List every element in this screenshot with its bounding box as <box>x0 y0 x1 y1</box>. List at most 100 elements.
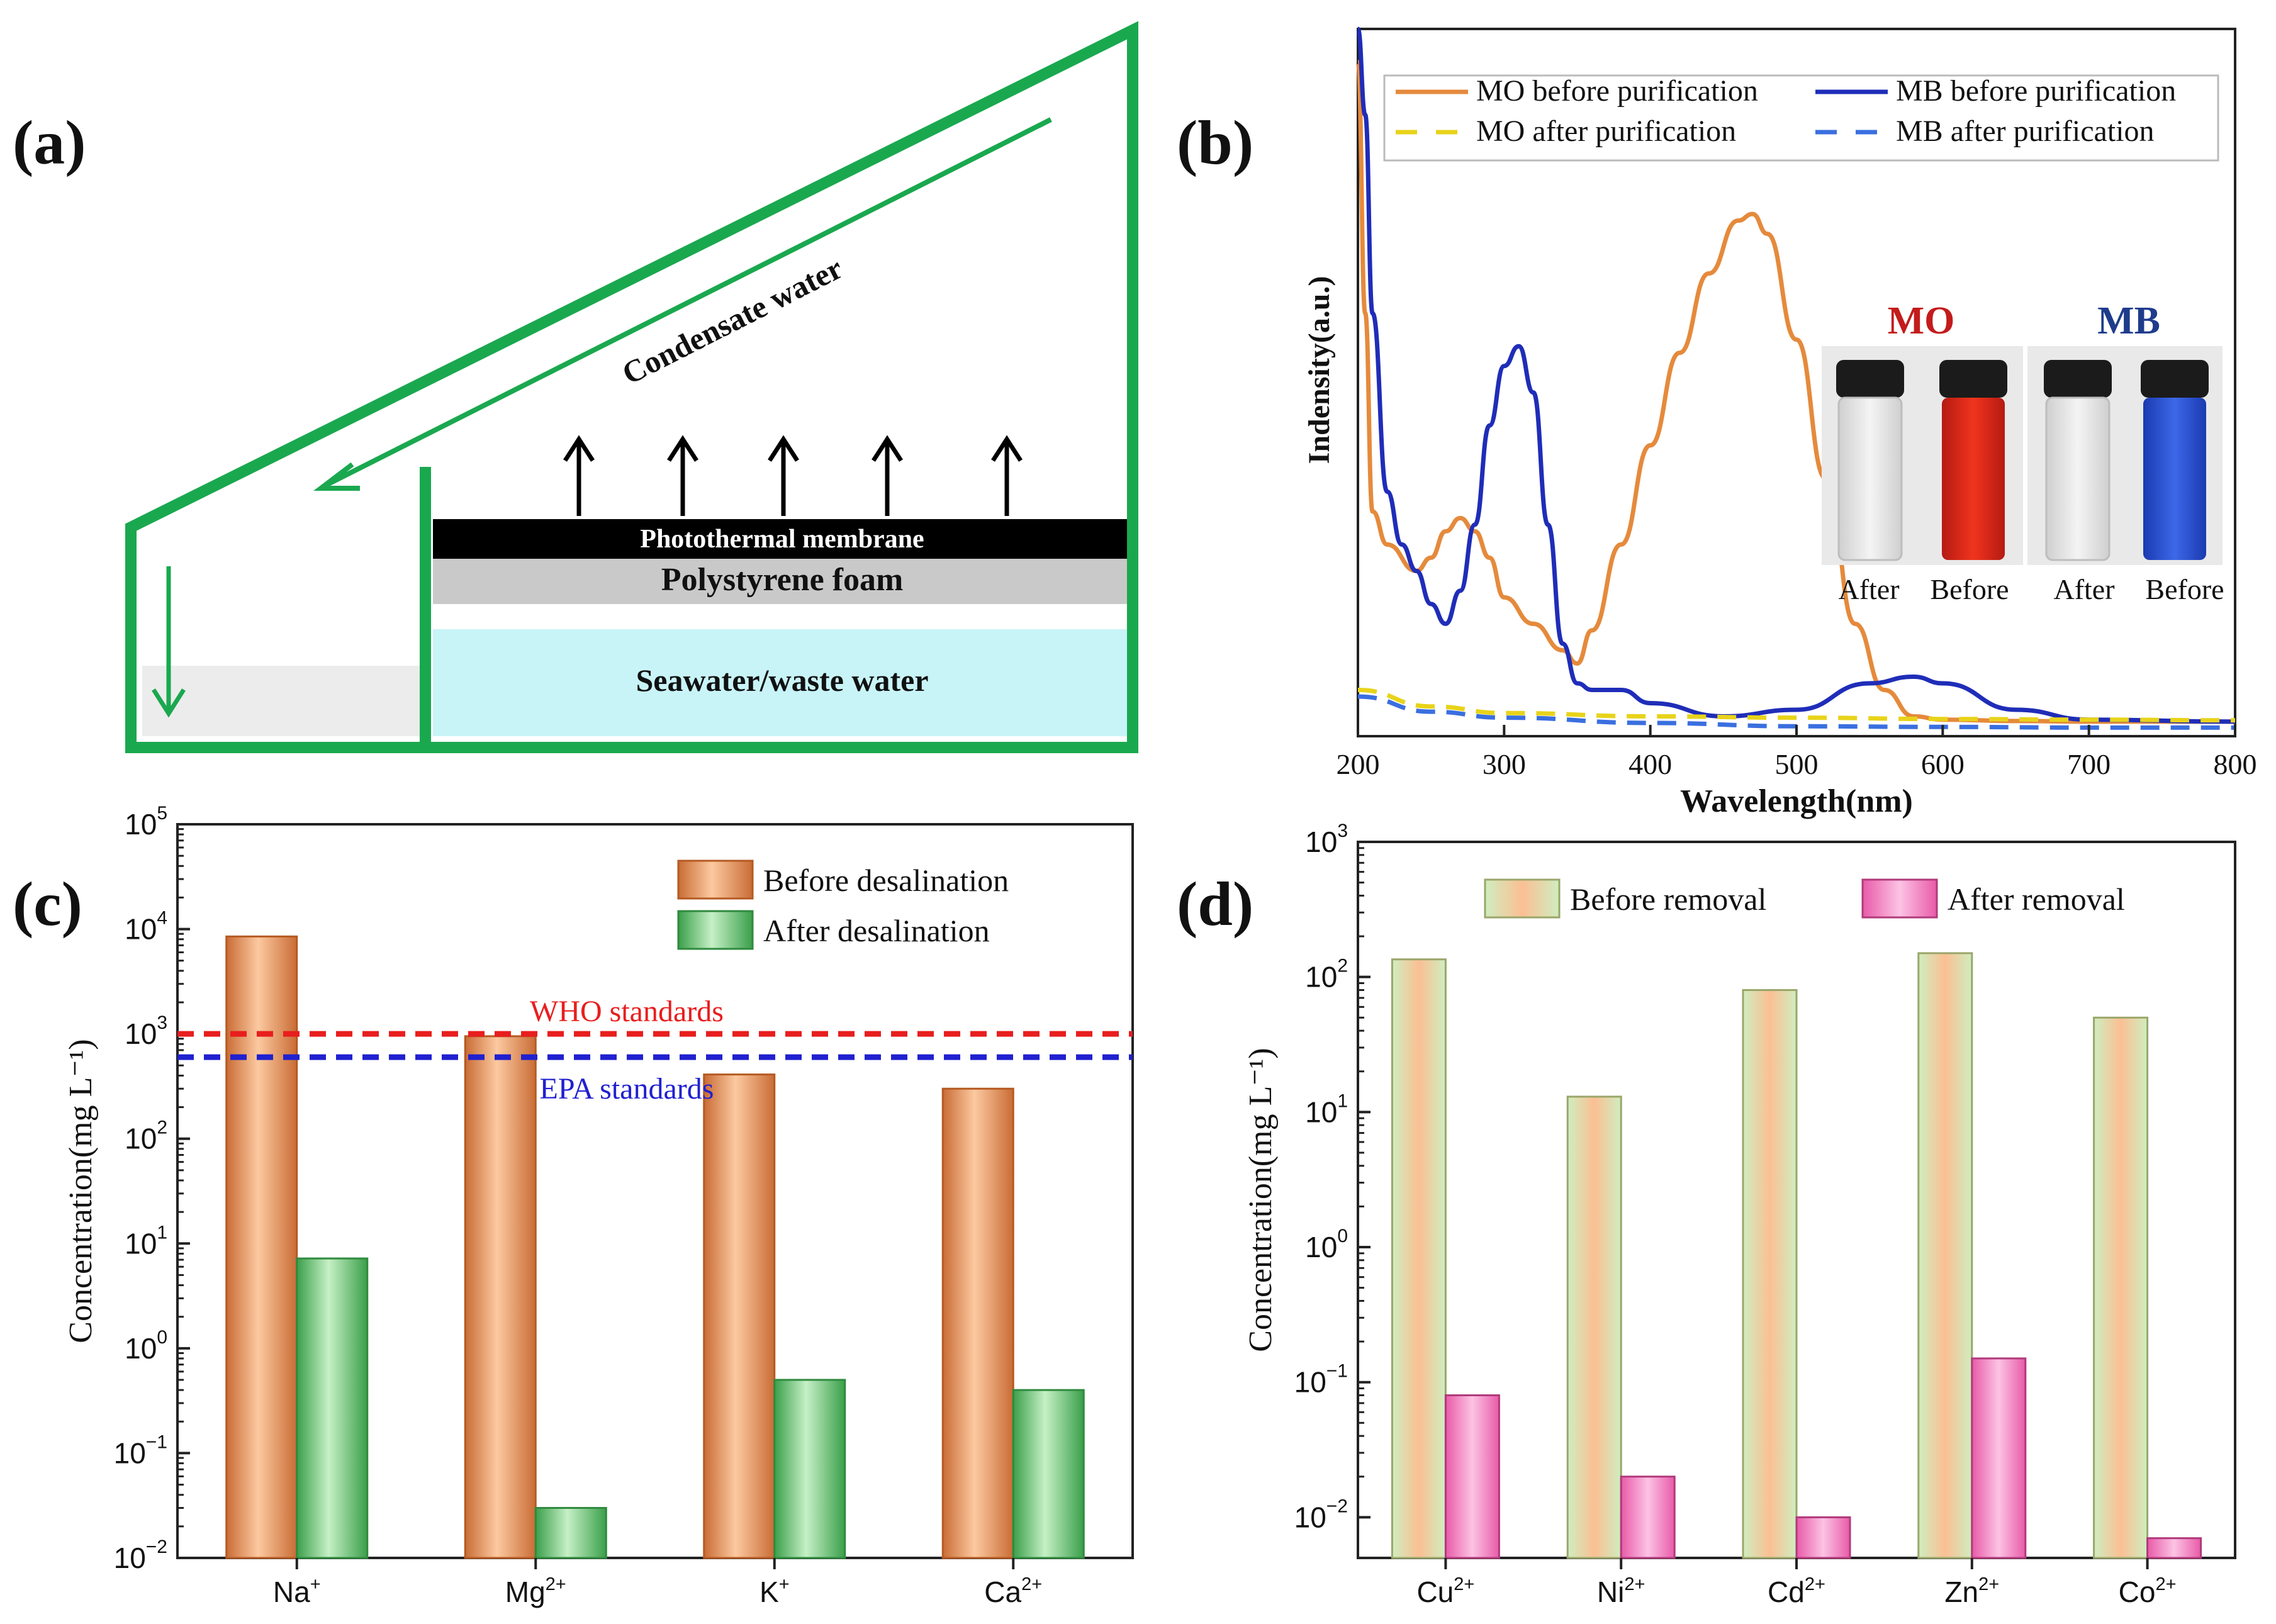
x-tick-label-ni: Ni2+ <box>1597 1574 1645 1608</box>
vapor-arrow-head-4 <box>991 435 1023 462</box>
y-tick-label-3: 100 <box>1305 1226 1348 1263</box>
y-tick-label-5: 100 <box>125 1327 167 1365</box>
x-tick-label-cu: Cu2+ <box>1416 1574 1474 1608</box>
condensate-flow-line <box>326 117 1052 487</box>
inset-mo-title: MO <box>1888 300 1955 342</box>
x-tick-label-mg: Mg2+ <box>505 1574 566 1608</box>
photothermal-membrane-label: Photothermal membrane <box>640 525 924 554</box>
y-axis-label: Concentration(mg L⁻¹) <box>63 1039 99 1343</box>
seawater-label: Seawater/waste water <box>636 663 928 698</box>
mb-after-vial <box>2045 396 2111 561</box>
y-tick-label-1: 104 <box>125 908 167 946</box>
bar-after-removal-co <box>2146 1537 2202 1559</box>
heavy-metal-plot: 103 102 101 100 10−1 10−2 Cu2+ Ni2+ Cd2+ Zn2+ Co2+… <box>1243 820 2236 1608</box>
legend-swatch-0 <box>1484 878 1561 919</box>
panel-d-label: (d) <box>1177 869 1253 939</box>
bar-after-desalination-k <box>773 1379 846 1559</box>
reference-label-who-standards: WHO standards <box>530 995 724 1028</box>
series-line-mb-after-purification <box>1357 694 2235 730</box>
bar-before-removal-zn <box>1917 952 1973 1559</box>
bar-before-removal-ni <box>1566 1095 1622 1559</box>
vapor-arrows <box>563 435 1023 516</box>
x-tick-label-na: Na+ <box>273 1574 321 1608</box>
legend-label-0: Before desalination <box>763 863 1009 898</box>
legend-label-1: After removal <box>1948 882 2125 917</box>
y-tick-label-0: 103 <box>1305 820 1348 858</box>
mo-after-vial-cap <box>1836 360 1904 398</box>
panel-a: (a) Condensate water Photothermal membra… <box>13 21 1138 753</box>
y-tick-label-2: 101 <box>1305 1090 1348 1128</box>
x-tick-label-600: 600 <box>1921 748 1965 780</box>
y-tick-label-3: 102 <box>125 1117 167 1155</box>
vapor-arrow-head-2 <box>768 435 799 462</box>
x-tick-label-800: 800 <box>2214 748 2257 780</box>
mb-before-vial-cap <box>2141 360 2209 398</box>
y-tick-label-0: 105 <box>125 803 167 841</box>
mo-after-label: After <box>1838 573 1899 605</box>
plot-frame <box>176 823 1134 1559</box>
x-tick-label-500: 500 <box>1775 748 1819 780</box>
panel-c-label: (c) <box>13 869 82 939</box>
bar-before-removal-cd <box>1742 988 1798 1559</box>
polystyrene-foam-label: Polystyrene foam <box>661 562 904 598</box>
y-tick-label-5: 10−2 <box>1294 1496 1348 1533</box>
x-tick-label-k: K+ <box>760 1574 790 1608</box>
legend-label-0: Before removal <box>1570 882 1766 917</box>
bar-before-desalination-mg <box>464 1035 537 1559</box>
bar-before-removal-co <box>2093 1016 2149 1559</box>
bar-after-desalination-ca <box>1012 1389 1085 1559</box>
y-tick-label-1: 102 <box>1305 956 1348 994</box>
bar-after-desalination-na <box>296 1257 369 1559</box>
vapor-arrow-head-0 <box>563 435 595 462</box>
bar-after-removal-cd <box>1795 1516 1851 1559</box>
drip-arrowhead <box>152 688 186 718</box>
x-tick-label-700: 700 <box>2067 748 2111 780</box>
legend-label-1: MB before purification <box>1896 74 2176 108</box>
seawater-region <box>433 629 1131 736</box>
legend-swatch-1 <box>677 910 754 950</box>
mo-before-vial-cap <box>1939 360 2007 398</box>
mo-before-label: Before <box>1930 573 2009 605</box>
x-tick-label-200: 200 <box>1337 748 1380 780</box>
panel-d: (d) 103 102 101 100 10−1 10−2 Cu2+ Ni2+ Cd2+ Zn2+… <box>1177 820 2236 1608</box>
bar-before-desalination-k <box>703 1073 776 1559</box>
inset-mb-title: MB <box>2097 300 2160 342</box>
x-tick-label-ca: Ca2+ <box>984 1574 1042 1608</box>
desalination-plot: 105 104 103 102 101 100 10−1 10−2 Na+ Mg2+ K+ Ca2+ C… <box>63 803 1134 1608</box>
greenhouse-frame <box>125 21 1138 753</box>
x-tick-label-cd: Cd2+ <box>1768 1574 1825 1608</box>
series-line-mo-after-purification <box>1357 687 2236 723</box>
mb-after-label: After <box>2053 573 2114 605</box>
vapor-arrow-head-1 <box>667 435 698 462</box>
bar-after-desalination-mg <box>534 1507 607 1559</box>
y-tick-label-2: 103 <box>125 1012 167 1050</box>
bar-after-removal-zn <box>1971 1357 2027 1559</box>
mb-before-vial <box>2143 398 2206 560</box>
vapor-arrow-head-3 <box>872 435 903 462</box>
x-tick-label-300: 300 <box>1483 748 1526 780</box>
bar-before-desalination-na <box>225 935 298 1559</box>
x-tick-label-co: Co2+ <box>2119 1574 2177 1608</box>
y-tick-label-4: 10−1 <box>1294 1361 1348 1399</box>
bar-before-desalination-ca <box>941 1087 1014 1559</box>
panel-b-label: (b) <box>1177 108 1253 177</box>
legend-label-3: MB after purification <box>1896 115 2155 148</box>
reference-label-epa-standards: EPA standards <box>540 1072 714 1106</box>
condensate-arrowhead <box>313 462 360 491</box>
y-axis-label: Indensity(a.u.) <box>1303 276 1336 464</box>
polystyrene-foam <box>433 559 1131 604</box>
y-tick-label-7: 10−2 <box>114 1537 167 1574</box>
y-tick-label-6: 10−1 <box>114 1431 167 1469</box>
legend-swatch-0 <box>677 860 754 900</box>
panel-c: (c) 105 104 103 102 101 100 10−1 10−2 Na+ Mg2+ K+ C… <box>13 803 1134 1608</box>
y-tick-label-4: 101 <box>125 1222 167 1260</box>
legend-label-1: After desalination <box>763 913 990 948</box>
x-tick-label-zn: Zn2+ <box>1944 1574 1999 1608</box>
bar-after-removal-cu <box>1444 1394 1500 1559</box>
legend-label-2: MO after purification <box>1476 115 1736 148</box>
condensate-collection-region <box>142 666 423 736</box>
legend-label-0: MO before purification <box>1476 74 1758 108</box>
x-tick-label-400: 400 <box>1629 748 1672 780</box>
